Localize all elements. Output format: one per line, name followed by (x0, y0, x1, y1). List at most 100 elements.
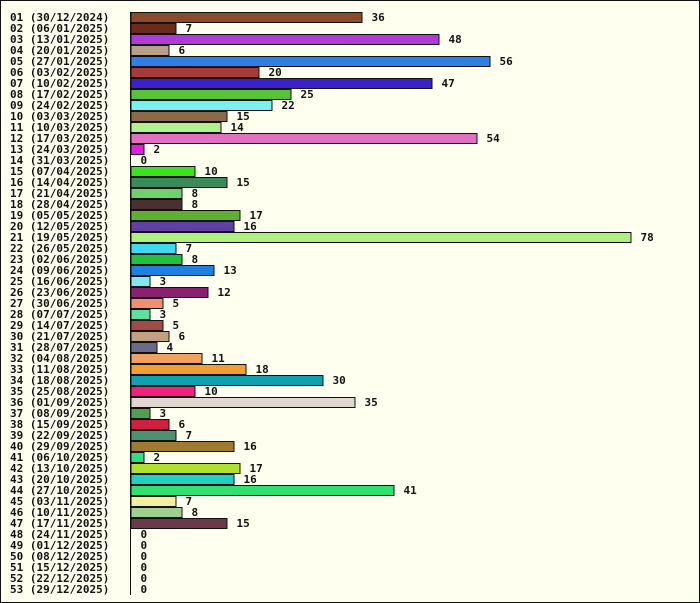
category-label: 27 (30/06/2025) (10, 297, 109, 310)
bar (130, 507, 183, 518)
value-label: 7 (186, 495, 193, 508)
bar (130, 496, 177, 507)
category-label: 07 (10/02/2025) (10, 77, 109, 90)
value-label: 0 (141, 572, 148, 585)
bar (130, 276, 151, 287)
value-label: 48 (449, 33, 462, 46)
category-label: 21 (19/05/2025) (10, 231, 109, 244)
bar (130, 408, 151, 419)
bar (130, 100, 273, 111)
category-label: 13 (24/03/2025) (10, 143, 109, 156)
value-label: 4 (167, 341, 174, 354)
value-label: 36 (372, 11, 386, 24)
bar (130, 122, 222, 133)
value-label: 5 (173, 297, 180, 310)
bar (130, 441, 235, 452)
bar (130, 364, 247, 375)
bar (130, 254, 183, 265)
value-label: 7 (186, 22, 193, 35)
value-label: 16 (244, 473, 258, 486)
category-label: 09 (24/02/2025) (10, 99, 109, 112)
bar (130, 353, 203, 364)
category-label: 25 (16/06/2025) (10, 275, 109, 288)
value-label: 18 (256, 363, 269, 376)
value-label: 16 (244, 440, 258, 453)
category-label: 36 (01/09/2025) (10, 396, 109, 409)
value-label: 8 (192, 187, 199, 200)
value-label: 56 (500, 55, 514, 68)
value-label: 3 (160, 407, 167, 420)
bar (130, 243, 177, 254)
bar (130, 518, 228, 529)
value-label: 17 (250, 462, 263, 475)
category-label: 17 (21/04/2025) (10, 187, 109, 200)
category-label: 49 (01/12/2025) (10, 539, 109, 552)
bar (130, 166, 196, 177)
bar (130, 199, 183, 210)
bar (130, 485, 395, 496)
bar (130, 430, 177, 441)
category-label: 44 (27/10/2025) (10, 484, 109, 497)
value-label: 2 (154, 451, 161, 464)
category-label: 37 (08/09/2025) (10, 407, 109, 420)
value-label: 41 (404, 484, 418, 497)
bar (130, 133, 478, 144)
value-label: 6 (179, 418, 186, 431)
category-label: 20 (12/05/2025) (10, 220, 109, 233)
bar (130, 188, 183, 199)
category-label: 34 (18/08/2025) (10, 374, 109, 387)
bar (130, 320, 164, 331)
category-label: 40 (29/09/2025) (10, 440, 109, 453)
value-label: 0 (141, 583, 148, 596)
bar (130, 34, 440, 45)
category-label: 45 (03/11/2025) (10, 495, 109, 508)
value-label: 13 (224, 264, 237, 277)
category-label: 30 (21/07/2025) (10, 330, 109, 343)
value-label: 11 (212, 352, 226, 365)
category-label: 05 (27/01/2025) (10, 55, 109, 68)
value-label: 15 (237, 110, 250, 123)
value-label: 17 (250, 209, 263, 222)
value-label: 7 (186, 429, 193, 442)
bar (130, 287, 209, 298)
value-label: 22 (282, 99, 295, 112)
category-label: 26 (23/06/2025) (10, 286, 109, 299)
category-label: 12 (17/03/2025) (10, 132, 109, 145)
category-label: 16 (14/04/2025) (10, 176, 109, 189)
category-label: 29 (14/07/2025) (10, 319, 109, 332)
bar (130, 45, 170, 56)
category-label: 04 (20/01/2025) (10, 44, 109, 57)
category-label: 48 (24/11/2025) (10, 528, 109, 541)
category-label: 33 (11/08/2025) (10, 363, 109, 376)
bar (130, 452, 145, 463)
value-label: 8 (192, 253, 199, 266)
value-label: 47 (442, 77, 455, 90)
category-label: 01 (30/12/2024) (10, 11, 109, 24)
value-label: 10 (205, 165, 218, 178)
value-label: 8 (192, 506, 199, 519)
category-label: 11 (10/03/2025) (10, 121, 109, 134)
bar (130, 463, 241, 474)
category-label: 31 (28/07/2025) (10, 341, 109, 354)
value-label: 0 (141, 561, 148, 574)
value-label: 10 (205, 385, 218, 398)
value-label: 16 (244, 220, 258, 233)
category-label: 46 (10/11/2025) (10, 506, 109, 519)
category-label: 28 (07/07/2025) (10, 308, 109, 321)
value-label: 78 (641, 231, 654, 244)
category-label: 39 (22/09/2025) (10, 429, 109, 442)
value-label: 3 (160, 308, 167, 321)
bar (130, 210, 241, 221)
category-label: 03 (13/01/2025) (10, 33, 109, 46)
bar (130, 177, 228, 188)
category-label: 53 (29/12/2025) (10, 583, 109, 596)
value-label: 15 (237, 517, 250, 530)
value-label: 0 (141, 539, 148, 552)
category-label: 14 (31/03/2025) (10, 154, 109, 167)
category-label: 10 (03/03/2025) (10, 110, 109, 123)
category-label: 23 (02/06/2025) (10, 253, 109, 266)
bar (130, 111, 228, 122)
bar (130, 331, 170, 342)
